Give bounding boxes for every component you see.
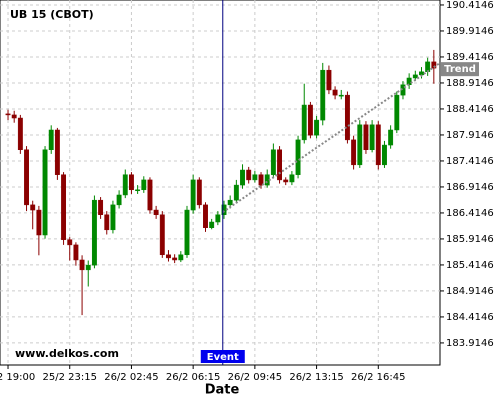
y-tick-label: 183.9146	[446, 338, 494, 349]
candle-body	[122, 174, 128, 196]
y-tick-label: 190.4146	[446, 0, 494, 11]
candle-body	[11, 114, 17, 119]
candle-body	[314, 119, 320, 136]
candle-body	[382, 144, 387, 166]
candle-body	[190, 179, 196, 211]
candle-body	[172, 257, 178, 261]
candle-body	[135, 189, 141, 192]
candle-body	[5, 113, 11, 116]
y-tick-label: 186.4146	[446, 208, 494, 219]
candle-body	[332, 89, 338, 96]
candle-body	[30, 204, 36, 211]
candle-body	[166, 254, 171, 259]
chart-title: UB 15 (CBOT)	[10, 8, 94, 21]
candle-body	[320, 69, 326, 121]
candle-body	[98, 199, 104, 215]
y-tick-label: 185.4146	[446, 260, 494, 271]
y-tick-label: 184.4146	[446, 312, 494, 323]
candle-body	[351, 139, 357, 166]
candle-body	[110, 204, 116, 231]
candle-body	[42, 149, 48, 236]
y-tick-label: 184.9146	[446, 286, 494, 297]
trend-label: Trend	[444, 64, 476, 75]
candle-body	[48, 129, 54, 150]
candle-body	[184, 209, 190, 256]
y-tick-label: 188.4146	[446, 104, 494, 115]
x-tick-label: 26/2 02:45	[104, 372, 158, 383]
candle-body	[412, 74, 418, 79]
candle-body	[388, 129, 394, 146]
x-tick-label: 25/2 19:00	[0, 372, 35, 383]
candle-body	[338, 94, 344, 97]
watermark: www.delkos.com	[15, 347, 119, 360]
candle-body	[147, 179, 153, 211]
x-tick-label: 26/2 09:45	[228, 372, 282, 383]
x-tick-label: 26/2 16:45	[351, 372, 405, 383]
candle-body	[116, 194, 122, 206]
y-tick-label: 189.9146	[446, 26, 494, 37]
y-tick-label: 189.4146	[446, 52, 494, 63]
candle-body	[369, 124, 375, 150]
y-tick-label: 185.9146	[446, 234, 494, 245]
candle-body	[61, 174, 67, 240]
candle-body	[153, 209, 159, 215]
y-tick-label: 186.9146	[446, 182, 494, 193]
candle-body	[215, 214, 221, 223]
x-tick-label: 25/2 23:15	[43, 372, 97, 383]
x-tick-label: 26/2 06:15	[166, 372, 220, 383]
candle-body	[196, 179, 202, 206]
x-axis-title: Date	[205, 383, 240, 398]
y-tick-label: 187.9146	[446, 130, 494, 141]
candle-body	[258, 174, 264, 186]
candle-body	[277, 149, 283, 181]
candle-body	[394, 94, 400, 131]
candle-body	[209, 221, 215, 228]
candle-body	[233, 184, 239, 201]
candle-body	[363, 124, 369, 150]
candle-body	[203, 204, 208, 228]
candle-body	[344, 94, 350, 141]
candle-body	[24, 149, 29, 206]
plot-area	[0, 0, 441, 366]
y-tick-label: 187.4146	[446, 156, 494, 167]
candle-body	[357, 124, 363, 166]
candle-body	[227, 199, 233, 206]
candle-body	[326, 69, 332, 91]
candle-body	[91, 199, 97, 266]
candle-body	[54, 129, 60, 175]
candle-body	[240, 169, 245, 186]
candle-body	[375, 124, 381, 166]
trend-label-box	[441, 62, 479, 77]
candle-body	[79, 259, 85, 271]
x-tick-label: 26/2 13:15	[289, 372, 343, 383]
candle-body	[295, 139, 301, 175]
candle-body	[141, 179, 147, 191]
candle-body	[73, 244, 79, 261]
candle-body	[252, 174, 258, 181]
candle-body	[406, 77, 412, 86]
candle-body	[85, 264, 91, 271]
candle-body	[289, 174, 295, 183]
candle-body	[419, 71, 424, 76]
candle-body	[301, 104, 307, 141]
candle-body	[283, 179, 289, 183]
y-tick-label: 188.9146	[446, 78, 494, 89]
candle-body	[104, 214, 110, 231]
candle-body	[17, 117, 23, 150]
candle-body	[159, 214, 165, 256]
candle-body	[178, 254, 184, 261]
candle-body	[246, 169, 252, 181]
event-label: Event	[207, 352, 239, 363]
candle-body	[431, 61, 437, 69]
candle-body	[270, 149, 276, 175]
candle-body	[36, 209, 42, 236]
candle-body	[400, 84, 406, 96]
candle-body	[128, 174, 134, 191]
candle-body	[67, 239, 73, 246]
event-box	[200, 350, 245, 363]
candle-body	[307, 104, 313, 136]
